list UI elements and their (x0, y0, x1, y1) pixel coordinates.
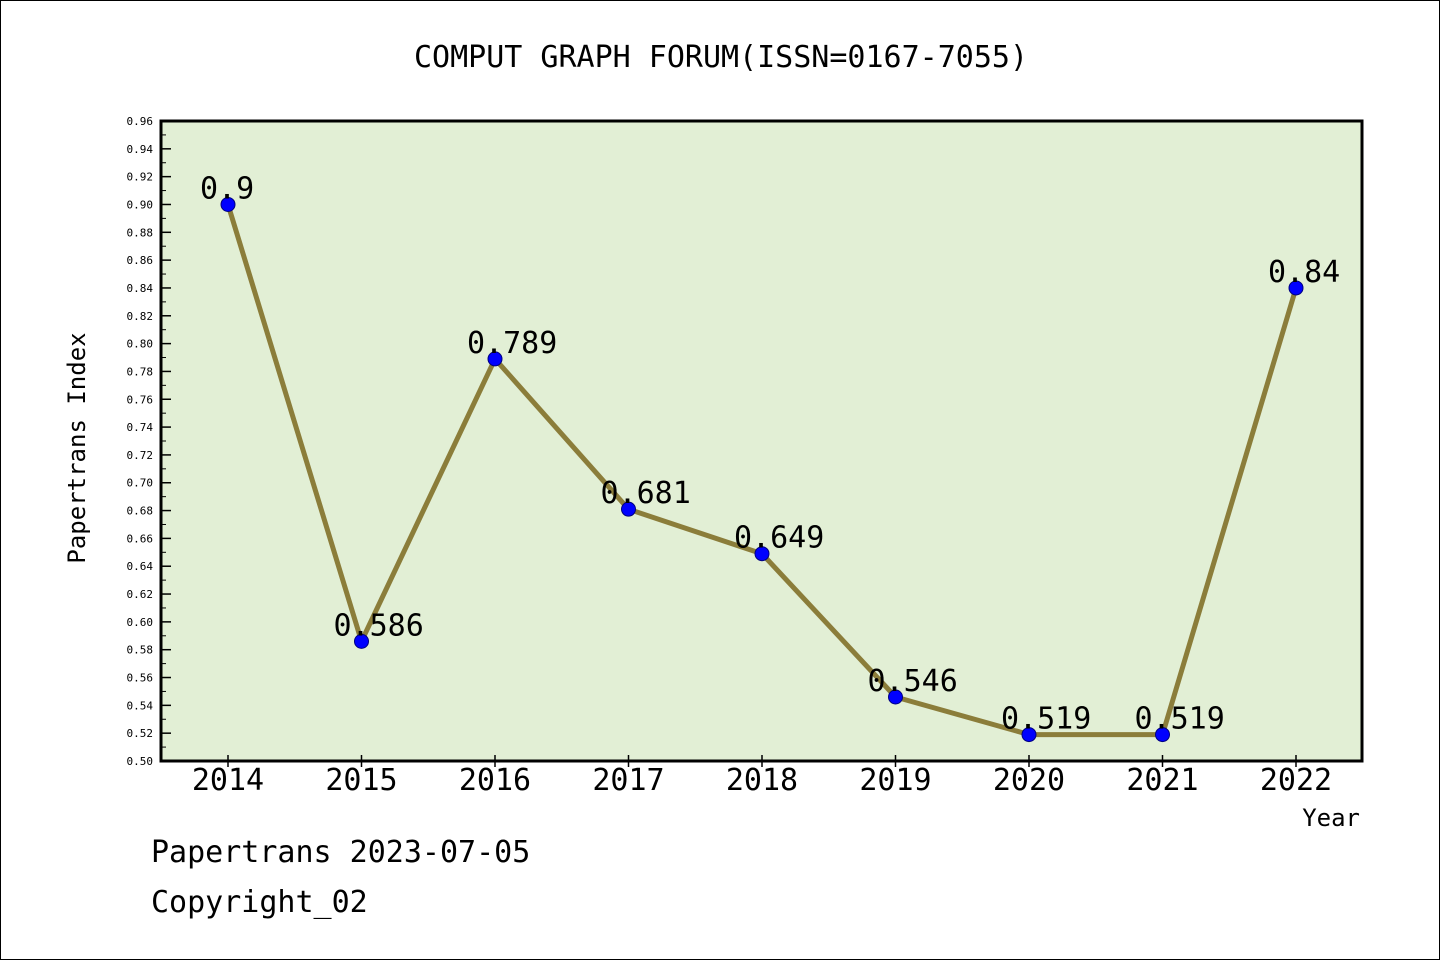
data-label: 0.9 (200, 171, 254, 206)
y-tick-label: 0.64 (127, 560, 154, 573)
y-tick-label: 0.84 (127, 282, 154, 295)
y-tick-label: 0.80 (127, 338, 154, 351)
data-label: 0.681 (601, 476, 691, 511)
plot-area (159, 119, 1364, 763)
footer-copyright-text: Copyright_02 (151, 885, 368, 920)
data-label: 0.546 (868, 664, 958, 699)
data-label: 0.519 (1135, 702, 1225, 737)
x-axis: 2014 2015 2016 2017 2018 2019 2020 2021 2022 (192, 755, 1332, 798)
y-tick-label: 0.94 (127, 143, 154, 156)
y-tick-label: 0.88 (127, 226, 154, 239)
y-tick-label: 0.96 (127, 115, 154, 128)
data-label: 0.789 (467, 326, 557, 361)
x-tick-label: 2015 (325, 763, 397, 798)
data-point (1155, 727, 1170, 743)
y-tick-label: 0.76 (127, 393, 154, 406)
data-labels: 0.9 0.586 0.789 0.681 0.649 0.546 0.519 0.519 0.… (200, 171, 1340, 736)
y-tick-label: 0.56 (127, 672, 154, 685)
data-point (754, 546, 770, 562)
data-point (621, 501, 636, 517)
y-tick-label: 0.54 (127, 699, 154, 712)
y-tick-label: 0.62 (127, 588, 154, 601)
data-series (220, 196, 1304, 743)
y-tick-label: 0.50 (127, 755, 154, 768)
y-tick-label: 0.60 (127, 616, 154, 629)
data-point (487, 351, 503, 367)
y-tick-label: 0.78 (127, 365, 154, 378)
y-tick-label: 0.86 (127, 254, 154, 267)
data-point (220, 196, 236, 212)
data-label: 0.84 (1268, 255, 1340, 290)
y-tick-label: 0.92 (127, 171, 154, 184)
x-axis-label: Year (1302, 804, 1360, 832)
y-tick-label: 0.58 (127, 644, 154, 657)
data-point (888, 689, 903, 705)
x-tick-label: 2018 (726, 763, 798, 798)
y-tick-label: 0.74 (127, 421, 154, 434)
x-tick-label: 2020 (993, 763, 1065, 798)
x-tick-label: 2017 (592, 763, 664, 798)
data-label: 0.586 (334, 608, 424, 643)
chart-title: COMPUT GRAPH FORUM(ISSN=0167-7055) (414, 40, 1028, 75)
x-tick-label: 2014 (192, 763, 264, 798)
y-tick-label: 0.66 (127, 532, 154, 545)
y-tick-label: 0.52 (127, 727, 154, 740)
y-tick-label: 0.72 (127, 449, 154, 462)
x-tick-label: 2021 (1126, 763, 1198, 798)
x-tick-label: 2022 (1260, 763, 1332, 798)
y-tick-label: 0.90 (127, 198, 154, 211)
y-tick-label: 0.82 (127, 310, 154, 323)
y-tick-label: 0.70 (127, 477, 154, 490)
y-tick-label: 0.68 (127, 505, 154, 518)
y-axis: 0.50 0.52 0.54 0.56 0.58 0.60 0.62 0.64 0.66 0.68… (127, 115, 171, 768)
data-point (1021, 727, 1037, 743)
x-tick-label: 2019 (859, 763, 931, 798)
data-label: 0.519 (1001, 702, 1091, 737)
footer-date-text: Papertrans 2023-07-05 (151, 835, 531, 870)
data-point (1288, 280, 1304, 296)
data-point (354, 633, 369, 649)
y-axis-label: Papertrans Index (63, 332, 91, 563)
x-tick-label: 2016 (459, 763, 531, 798)
data-label: 0.649 (734, 521, 824, 556)
